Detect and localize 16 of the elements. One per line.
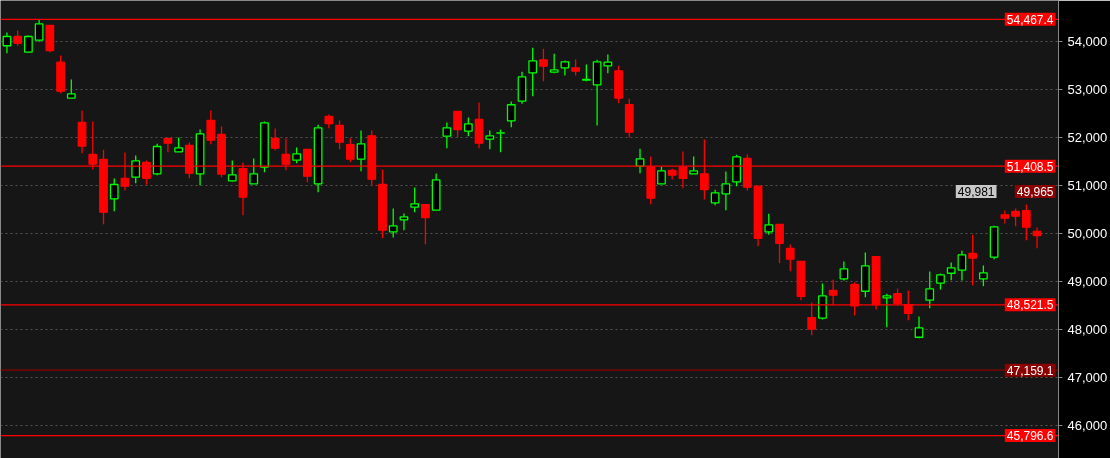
annotation: 49,981 [957, 185, 995, 199]
ref-line-label: 54,467.4 [1006, 12, 1054, 27]
y-tick-label: 53,000 [1067, 82, 1108, 98]
y-tick-label: 54,000 [1067, 34, 1108, 50]
ref-line-label: 51,408.5 [1006, 159, 1054, 174]
ref-line-label: 48,521.5 [1006, 298, 1054, 313]
ref-line-label: 45,796.6 [1006, 429, 1054, 444]
annotation: 49,965 [1016, 185, 1054, 199]
y-tick-label: 47,000 [1067, 370, 1108, 386]
y-tick-label: 51,000 [1067, 178, 1108, 194]
y-tick-label: 48,000 [1067, 322, 1108, 338]
y-tick-label: 46,000 [1067, 418, 1108, 434]
y-tick-label: 49,000 [1067, 274, 1108, 290]
y-tick-label: 52,000 [1067, 130, 1108, 146]
ref-line-label: 47,159.1 [1006, 363, 1054, 378]
y-tick-label: 50,000 [1067, 226, 1108, 242]
